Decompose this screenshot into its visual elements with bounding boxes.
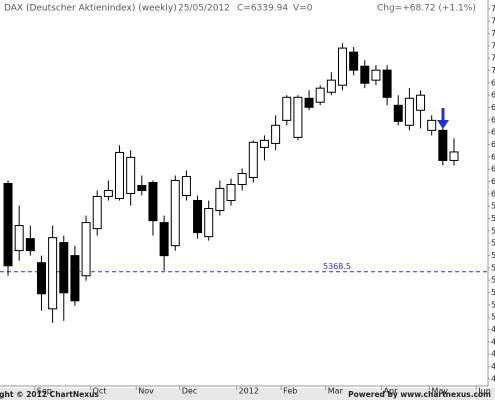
x-tick-label: Jun	[477, 387, 491, 396]
y-tick-label: 7200	[491, 41, 495, 50]
candle-body	[271, 124, 281, 144]
y-tick-label: 7000	[491, 66, 495, 75]
y-tick-label: 5200	[491, 288, 495, 297]
y-tick-label: 6900	[491, 78, 495, 87]
y-tick-label: 4500	[491, 374, 495, 383]
candle-body	[170, 179, 180, 247]
y-tick-label: 7400	[491, 17, 495, 26]
candle-body	[204, 208, 214, 238]
candle-body	[248, 141, 258, 178]
candle-body	[181, 175, 191, 196]
candle-body	[137, 184, 147, 192]
y-tick-label: 5500	[491, 251, 495, 260]
candle-body	[282, 96, 292, 121]
y-tick-label: 6700	[491, 103, 495, 112]
y-tick-label: 6000	[491, 189, 495, 198]
candle-body	[404, 97, 414, 126]
y-tick-label: 5300	[491, 276, 495, 285]
y-tick-label: 6800	[491, 91, 495, 100]
candle-body	[382, 69, 392, 98]
y-tick-label: 5400	[491, 263, 495, 272]
candle-body	[393, 104, 403, 122]
candle-body	[304, 97, 314, 108]
candle-body	[226, 183, 236, 202]
volume: V=0	[293, 4, 313, 14]
x-tick-label: Sep	[37, 387, 52, 396]
y-tick-label: 5900	[491, 202, 495, 211]
x-tick-label: Dec	[182, 387, 197, 396]
header: DAX (Deutscher Aktienindex) (weekly) 25/…	[4, 4, 476, 14]
candle-body	[59, 242, 69, 294]
change: Chg=+68.72 (+1.1%)	[377, 4, 476, 14]
footer-right: Powered by www.chartnexus.com	[348, 390, 491, 399]
arrow	[437, 108, 449, 129]
y-tick-label: 5000	[491, 313, 495, 322]
candle-body	[14, 225, 24, 252]
candle-body	[81, 222, 91, 277]
candle-body	[215, 187, 225, 212]
y-tick-label: 5700	[491, 226, 495, 235]
y-tick-label: 4700	[491, 350, 495, 359]
y-tick-label: 6600	[491, 115, 495, 124]
y-tick-label: 5800	[491, 214, 495, 223]
y-tick-label: 6300	[491, 152, 495, 161]
y-tick-label: 5100	[491, 300, 495, 309]
y-tick-label: 6500	[491, 128, 495, 137]
x-tick-label: Nov	[138, 387, 154, 396]
footer-left: Copyright © 2012 ChartNexus	[0, 390, 99, 399]
x-tick-label: 2012	[239, 387, 259, 396]
candle-body	[371, 69, 381, 81]
candle-body	[3, 183, 13, 267]
y-tick-label: 4800	[491, 337, 495, 346]
candle-body	[416, 94, 426, 111]
x-tick-label: Mar	[328, 387, 344, 396]
candle-body	[237, 173, 247, 185]
y-tick-label: 6200	[491, 165, 495, 174]
candle-body	[70, 255, 80, 302]
candle-body	[338, 47, 348, 86]
y-tick-label: 6400	[491, 140, 495, 149]
candle-body	[148, 182, 158, 222]
close: C=6339.94	[237, 4, 288, 14]
candle-body	[92, 195, 102, 230]
footer-bar	[0, 388, 495, 400]
candle-body	[36, 262, 46, 295]
chart-title: DAX (Deutscher Aktienindex) (weekly)	[4, 4, 177, 14]
y-tick-label: 7100	[491, 54, 495, 63]
candle-body	[193, 200, 203, 234]
x-tick-label: Feb	[283, 387, 297, 396]
candle-body	[349, 51, 359, 71]
candle-body	[25, 238, 35, 252]
candle-body	[48, 237, 58, 310]
y-tick-label: 6100	[491, 177, 495, 186]
candle-body	[449, 151, 459, 161]
x-tick-label: May	[431, 387, 448, 396]
y-tick-label: 7500	[491, 4, 495, 13]
date: 25/05/2012	[178, 4, 230, 14]
x-tick-label: Apr	[384, 387, 399, 396]
candle-body	[115, 151, 125, 200]
y-tick-label: 4600	[491, 362, 495, 371]
candle-body	[438, 129, 448, 161]
candle-body	[326, 79, 336, 93]
candle-body	[360, 65, 370, 84]
reference-label: 5368.5	[323, 262, 351, 271]
candle-body	[159, 222, 169, 257]
candle-body	[126, 156, 136, 194]
x-tick-label: Oct	[93, 387, 107, 396]
y-tick-label: 5600	[491, 239, 495, 248]
y-tick-label: 7300	[491, 29, 495, 38]
candle-body	[315, 87, 325, 103]
y-tick-label: 4900	[491, 325, 495, 334]
candle-body	[293, 96, 303, 138]
candle-body	[103, 190, 113, 197]
arrow-head	[437, 120, 449, 129]
candle-body	[259, 139, 269, 148]
candle-body	[427, 119, 437, 131]
